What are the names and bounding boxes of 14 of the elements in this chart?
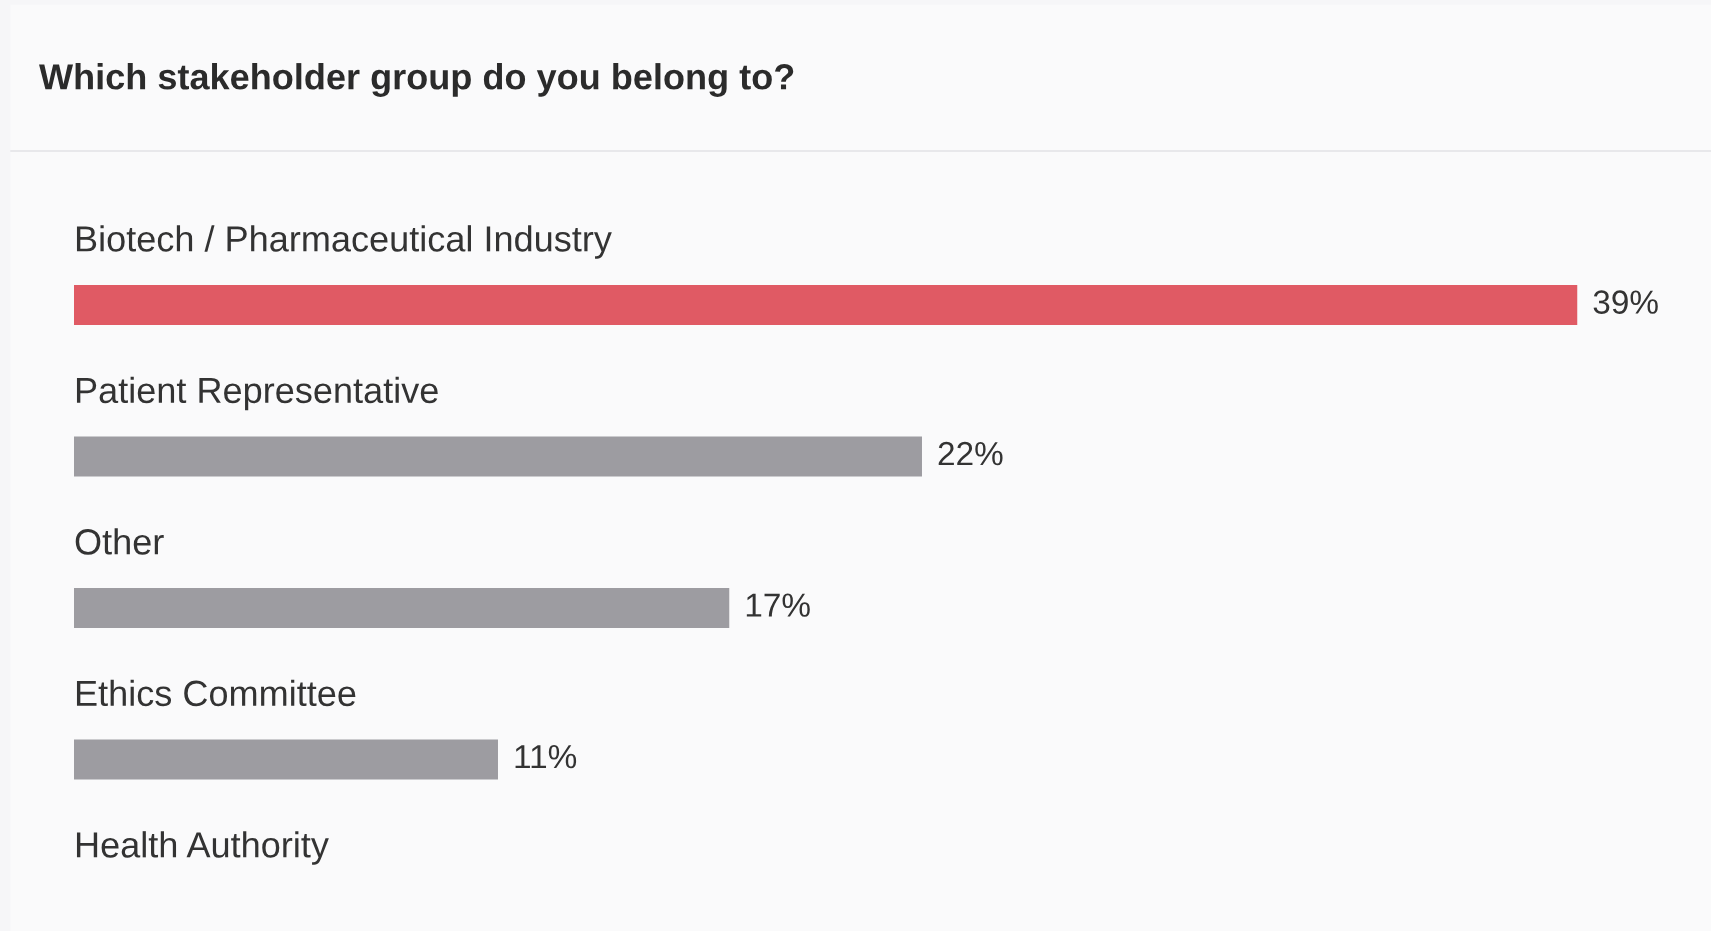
y-tick-label: Patient Representative xyxy=(76,376,438,411)
y-tick-label: Health Authority xyxy=(76,831,329,865)
bar xyxy=(74,285,1578,325)
y-tick-label: Other xyxy=(75,528,164,555)
bar xyxy=(74,436,922,477)
data-label: 11% xyxy=(515,744,577,769)
bar xyxy=(74,739,498,780)
data-label: 22% xyxy=(938,441,1003,466)
bar xyxy=(74,588,730,628)
data-label: 39% xyxy=(1593,290,1658,314)
chart-title: Which stakeholder group do you belong to? xyxy=(39,63,794,97)
data-label: 17% xyxy=(746,593,810,617)
y-tick-label: Biotech / Pharmaceutical Industry xyxy=(76,225,612,259)
y-tick-label: Ethics Committee xyxy=(76,679,356,707)
